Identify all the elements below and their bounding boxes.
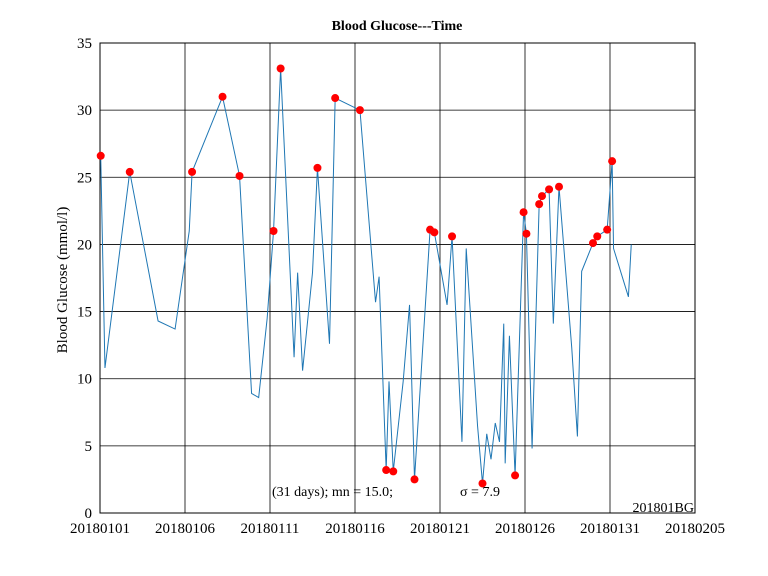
- glucose-marker-point: [125, 167, 134, 176]
- glucose-marker-point: [593, 232, 602, 241]
- glucose-marker-point: [382, 466, 391, 475]
- glucose-marker-point: [355, 106, 364, 115]
- sigma-annotation: σ = 7.9: [460, 485, 500, 500]
- x-tick-label: 20180131: [580, 521, 640, 537]
- glucose-line: [100, 68, 632, 484]
- glucose-marker-point: [545, 185, 554, 194]
- stats-annotation: (31 days); mn = 15.0;: [272, 485, 393, 500]
- corner-label: 201801BG: [633, 501, 694, 516]
- axes: [99, 42, 696, 514]
- x-tick-label: 20180111: [241, 521, 300, 537]
- glucose-marker-series: [96, 64, 617, 488]
- glucose-marker-point: [519, 208, 528, 217]
- y-tick-label: 25: [77, 170, 92, 186]
- glucose-marker-point: [522, 229, 531, 238]
- y-axis-label: Blood Glucose (mmol/l): [55, 207, 71, 354]
- x-tick-label: 20180106: [155, 521, 216, 537]
- glucose-marker-point: [478, 479, 487, 488]
- y-tick-label: 15: [77, 305, 92, 321]
- x-tick-label: 20180126: [495, 521, 556, 537]
- x-tick-label: 20180101: [70, 521, 130, 537]
- y-tick-label: 35: [77, 36, 92, 52]
- glucose-marker-point: [608, 157, 617, 166]
- chart-title: Blood Glucose---Time: [332, 19, 463, 34]
- glucose-marker-point: [511, 471, 520, 480]
- glucose-marker-point: [331, 94, 340, 103]
- y-tick-label: 0: [85, 506, 93, 522]
- tick-labels: 0 5 10 15 20 25 30 35 20180101 20180106 20180111 20…: [70, 36, 725, 537]
- x-tick-label: 20180116: [325, 521, 385, 537]
- glucose-marker-point: [235, 171, 244, 180]
- glucose-marker-point: [313, 163, 322, 172]
- plot-frame: [99, 42, 696, 514]
- glucose-marker-point: [430, 228, 439, 237]
- glucose-marker-point: [603, 225, 612, 234]
- glucose-marker-point: [535, 200, 544, 209]
- x-tick-label: 20180121: [410, 521, 470, 537]
- glucose-marker-point: [410, 475, 419, 484]
- grid-lines: [100, 43, 695, 513]
- y-tick-label: 10: [77, 372, 92, 388]
- glucose-marker-point: [538, 192, 546, 201]
- y-tick-label: 5: [85, 439, 93, 455]
- glucose-line-series: [100, 68, 632, 484]
- glucose-marker-point: [96, 151, 105, 160]
- glucose-marker-point: [269, 227, 278, 235]
- glucose-marker-point: [276, 64, 285, 73]
- glucose-marker-point: [389, 467, 398, 476]
- glucose-marker-point: [188, 167, 197, 176]
- y-tick-label: 30: [77, 103, 92, 119]
- glucose-marker-point: [218, 92, 227, 101]
- glucose-marker-point: [555, 182, 563, 191]
- x-tick-label: 20180205: [665, 521, 725, 537]
- glucose-marker-point: [589, 239, 597, 248]
- y-tick-label: 20: [77, 237, 92, 253]
- glucose-marker-point: [448, 232, 457, 241]
